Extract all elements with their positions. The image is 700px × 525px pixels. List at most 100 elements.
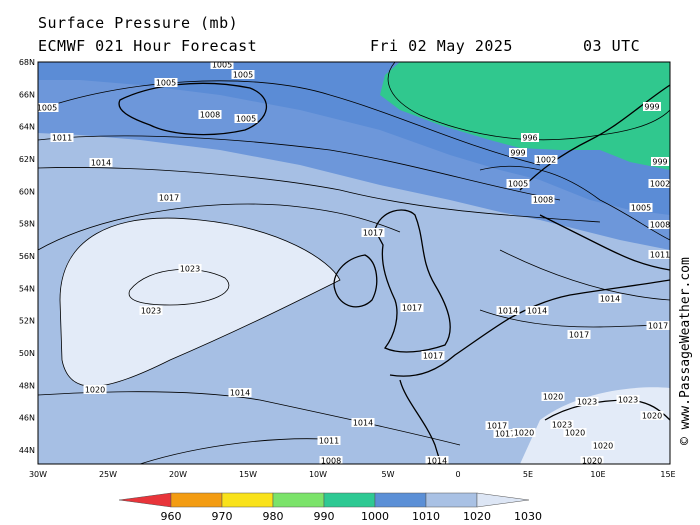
lat-tick-label: 54N xyxy=(19,284,35,293)
isobar-label-box xyxy=(629,203,653,212)
isobar-label-box xyxy=(351,418,375,427)
isobar-label-box xyxy=(567,330,591,339)
isobar-label: 1017 xyxy=(159,194,179,203)
isobar-label-box xyxy=(178,264,202,273)
isobar-label: 1002 xyxy=(536,156,556,165)
isobar-label-box xyxy=(425,456,449,464)
isobar-label-box xyxy=(541,392,565,401)
isobar-label: 1008 xyxy=(321,457,341,466)
isobar-label-box xyxy=(598,294,622,303)
lat-tick-label: 50N xyxy=(19,349,35,358)
isobar-label-box xyxy=(531,195,555,204)
isobar-label-box xyxy=(361,228,385,237)
isobar-label: 1005 xyxy=(236,115,256,124)
lon-tick-label: 5E xyxy=(523,470,533,479)
isobar-label: 1020 xyxy=(642,412,662,421)
map-title: Surface Pressure (mb) xyxy=(38,14,239,32)
isobar-label-box xyxy=(485,421,509,430)
isobar-label-box xyxy=(651,157,669,166)
lon-tick-label: 10E xyxy=(590,470,605,479)
legend-label: 970 xyxy=(212,510,233,523)
isobar-label-box xyxy=(319,456,343,464)
isobar-label: 1017 xyxy=(363,229,383,238)
legend-swatch xyxy=(323,492,376,508)
isobar-label-box xyxy=(317,436,341,445)
map-frame xyxy=(37,61,671,465)
legend-arrow-right xyxy=(476,492,530,508)
isobar-label: 1023 xyxy=(141,307,161,316)
isobar-label: 1020 xyxy=(565,429,585,438)
lat-tick-label: 58N xyxy=(19,220,35,229)
legend-label: 980 xyxy=(263,510,284,523)
lon-tick-label: 5W xyxy=(382,470,395,479)
isobar-label-box xyxy=(89,158,113,167)
legend-label: 960 xyxy=(161,510,182,523)
pressure-band-996 xyxy=(380,62,670,170)
lon-tick-label: 20W xyxy=(169,470,187,479)
lat-tick-label: 68N xyxy=(19,58,35,67)
isobar-label: 1020 xyxy=(593,442,613,451)
isobar-label-box xyxy=(228,388,252,397)
pressure-band-1020-se xyxy=(520,387,670,464)
isobar-label-box xyxy=(512,428,536,437)
isobar-label-box xyxy=(493,429,517,438)
isobar-label: 1008 xyxy=(533,196,553,205)
isobar-label-box xyxy=(646,321,670,330)
isobar-label: 999 xyxy=(644,103,659,112)
isobar-label: 1014 xyxy=(527,307,547,316)
isobar-label: 1017 xyxy=(495,430,515,439)
isobar-label: 1008 xyxy=(650,221,670,230)
isobar-label: 1017 xyxy=(569,331,589,340)
legend-label: 990 xyxy=(314,510,335,523)
isobar-label-box xyxy=(210,62,234,69)
lat-tick-label: 62N xyxy=(19,155,35,164)
isobar-label-box xyxy=(640,411,664,420)
legend-label: 1020 xyxy=(463,510,491,523)
lat-tick-label: 56N xyxy=(19,252,35,261)
isobar-label: 999 xyxy=(510,149,525,158)
legend-label: 1000 xyxy=(361,510,389,523)
isobar-label: 1023 xyxy=(180,265,200,274)
legend-swatch xyxy=(374,492,427,508)
isobar-label-box xyxy=(648,250,670,259)
isobar-label-box xyxy=(534,155,558,164)
legend-color-bar xyxy=(118,492,530,508)
legend-swatch xyxy=(221,492,274,508)
isobar-label-box xyxy=(506,179,530,188)
isobar-label-box xyxy=(580,456,604,464)
model-forecast-label: ECMWF 021 Hour Forecast xyxy=(38,37,258,55)
isobar-label: 1011 xyxy=(319,437,339,446)
isobar-label-box xyxy=(231,70,255,79)
legend-label: 1030 xyxy=(514,510,542,523)
isobar-label-box xyxy=(550,420,574,429)
lon-tick-label: 30W xyxy=(29,470,47,479)
isobar-label: 1017 xyxy=(648,322,668,331)
isobar-label-box xyxy=(509,148,527,157)
legend-swatch xyxy=(272,492,325,508)
isobar-label: 1020 xyxy=(543,393,563,402)
isobar-label: 1014 xyxy=(600,295,620,304)
legend-labels: 960 970 980 990 1000 1010 1020 1030 xyxy=(161,510,543,523)
isobar-label: 1023 xyxy=(618,396,638,405)
isobar-label: 1023 xyxy=(577,398,597,407)
isobar-label: 999 xyxy=(652,158,667,167)
lon-tick-label: 15W xyxy=(239,470,257,479)
isobar-label: 1014 xyxy=(91,159,111,168)
isobar-label: 1020 xyxy=(582,457,602,466)
isobar-label: 1005 xyxy=(233,71,253,80)
lon-tick-label: 0 xyxy=(455,470,460,479)
isobar-label: 1005 xyxy=(156,79,176,88)
isobar-label-box xyxy=(496,306,520,315)
isobar-lines xyxy=(38,62,670,464)
legend-label: 1010 xyxy=(412,510,440,523)
lon-tick-label: 15E xyxy=(660,470,675,479)
lat-tick-label: 44N xyxy=(19,446,35,455)
isobar-label: 1014 xyxy=(230,389,250,398)
legend-swatch xyxy=(425,492,478,508)
forecast-date: Fri 02 May 2025 xyxy=(370,37,513,55)
isobar-label: 1020 xyxy=(514,429,534,438)
isobar-label: 1008 xyxy=(200,111,220,120)
